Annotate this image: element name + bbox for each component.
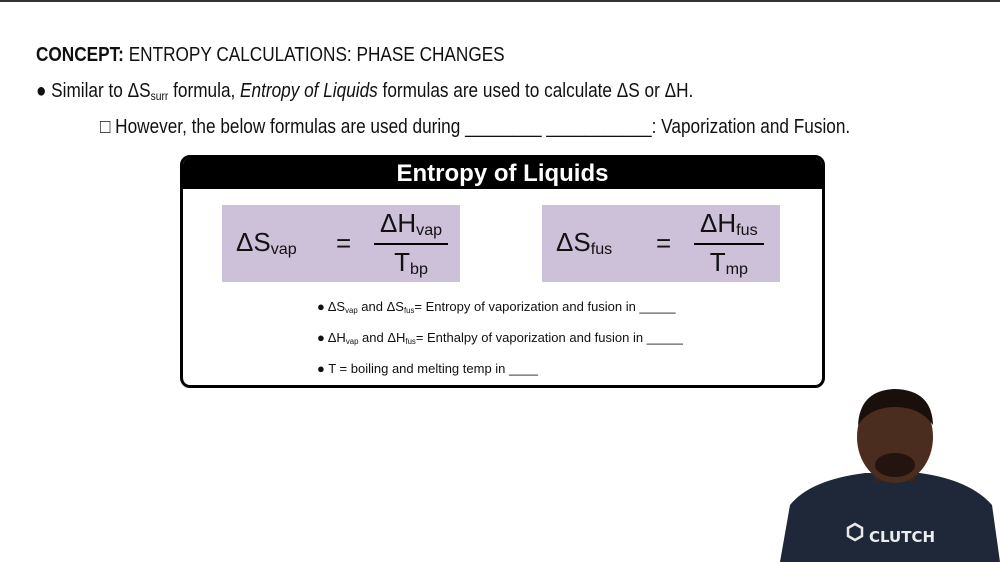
clutch-hexagon-icon bbox=[846, 522, 864, 542]
clutch-logo-text: CLUTCH bbox=[869, 528, 935, 546]
presenter-shirt bbox=[780, 473, 1000, 562]
definition-entropy: ● ΔSvap and ΔSfus= Entropy of vaporizati… bbox=[317, 299, 676, 315]
clutch-logo: CLUTCH bbox=[846, 522, 935, 546]
presenter-head bbox=[857, 391, 933, 483]
top-border bbox=[0, 0, 1000, 2]
bullet-2: □ However, the below formulas are used d… bbox=[100, 116, 851, 138]
entropy-of-liquids-box: Entropy of Liquids ΔSvap = ΔHvap Tbp ΔSfu… bbox=[180, 155, 825, 388]
presenter-video: CLUTCH bbox=[780, 389, 1000, 562]
bullet-1: ● Similar to ΔSsurr formula, Entropy of … bbox=[36, 80, 694, 103]
box-header: Entropy of Liquids bbox=[183, 158, 822, 189]
formula-fusion: ΔSfus = ΔHfus Tmp bbox=[542, 205, 780, 282]
page-title: CONCEPT: ENTROPY CALCULATIONS: PHASE CHA… bbox=[36, 44, 505, 66]
definition-temperature: ● T = boiling and melting temp in ____ bbox=[317, 361, 538, 376]
definition-enthalpy: ● ΔHvap and ΔHfus= Enthalpy of vaporizat… bbox=[317, 330, 683, 346]
formula-vaporization: ΔSvap = ΔHvap Tbp bbox=[222, 205, 460, 282]
